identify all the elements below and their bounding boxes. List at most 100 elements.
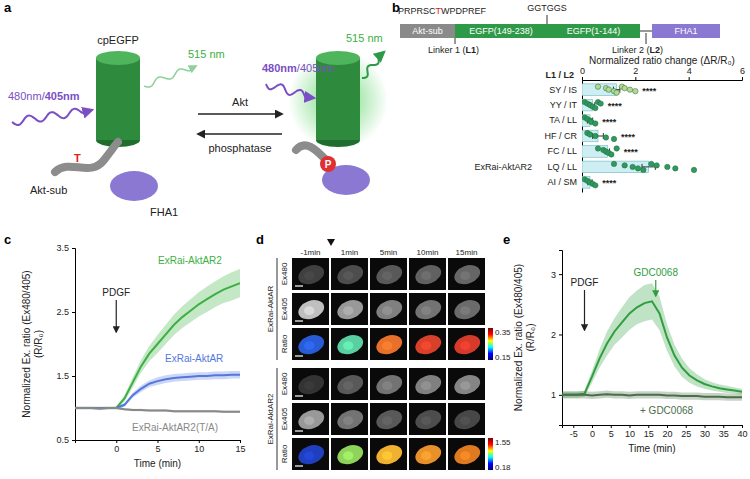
tick-label: 1.5 [56, 371, 69, 381]
axis-title: Time (min) [628, 443, 675, 454]
annotation: GDC0068 [634, 267, 679, 278]
tick-label: FC / LL [547, 146, 577, 156]
error-band [75, 407, 240, 413]
channel-label: Ratio [280, 444, 289, 463]
annotation: PDGF [571, 277, 599, 288]
tick: 5 [609, 425, 614, 439]
axis-title: Normalized Ex. ratio (Ex480/405) [21, 270, 32, 417]
tick-mark [648, 425, 649, 428]
error-bar [593, 133, 604, 139]
tick-label: 25 [681, 429, 691, 439]
tick-mark [158, 440, 159, 443]
tick-label: 5 [609, 429, 614, 439]
data-point [673, 166, 678, 171]
tick-label: 6 [740, 66, 745, 76]
tick-label: YY / IT [550, 100, 578, 110]
image-cell [331, 328, 368, 360]
akt-substrate [55, 142, 118, 172]
label-part: 405nm [45, 90, 80, 102]
significance: **** [642, 86, 657, 96]
tick-mark [686, 425, 687, 428]
domain-box [547, 24, 640, 38]
tick: 15 [235, 440, 245, 454]
domain-label: Akt-sub [412, 26, 443, 36]
tick-mark [742, 77, 743, 80]
image-cell [292, 368, 329, 400]
domain-label: FHA1 [674, 26, 697, 36]
label: phosphatase [209, 142, 272, 154]
image-cell [448, 368, 485, 400]
label: 480nm/405nm [262, 62, 334, 74]
plot-area [582, 84, 697, 188]
image-cell [331, 368, 368, 400]
annotation: PDGF [102, 287, 130, 298]
tick-mark [72, 376, 75, 377]
domain-box [455, 24, 547, 38]
emission-wave [362, 52, 384, 78]
label: Akt-sub [30, 184, 67, 196]
tick-mark [240, 440, 241, 443]
colorbar [488, 438, 493, 470]
image-cell [370, 328, 407, 360]
label: Normalized ratio change (ΔR/R₀) [589, 55, 735, 66]
tick-label: 15 [644, 429, 654, 439]
y-axis: 1 2 3 [551, 251, 563, 426]
y-axis: SY / ISYY / ITTA / LLHF / CRFC / LLLQ / … [545, 81, 583, 193]
label: PRPRSCTWPDPREF [398, 6, 487, 16]
tick: 2 [551, 330, 562, 340]
colorbar-label: 0.15 [495, 353, 511, 362]
data-point [622, 85, 627, 90]
bar [582, 84, 617, 96]
tick-label: 35 [719, 429, 729, 439]
group-label: ExRai-AktAR2 [266, 393, 275, 445]
image-cell [409, 368, 446, 400]
tick-label: 2.5 [56, 307, 69, 317]
tick-mark [611, 425, 612, 428]
axis-line [72, 249, 76, 441]
pointer [547, 15, 548, 24]
data-point [609, 152, 614, 157]
label-part: L2 [650, 45, 661, 55]
label: L1 / L2 [545, 70, 574, 80]
tick-label: 5 [155, 444, 160, 454]
tick-mark [630, 425, 631, 428]
tick-mark [559, 274, 562, 275]
tick: LQ / LL [547, 162, 577, 172]
tick-label: 3 [551, 270, 556, 280]
reaction-arrow [198, 133, 282, 135]
time-label: 15min [456, 248, 478, 257]
time-label: 1min [341, 248, 358, 257]
series-line [75, 375, 240, 408]
tick: FC / LL [547, 146, 577, 156]
axis-line [559, 251, 563, 426]
tick-mark [667, 425, 668, 428]
tick-label: 20 [662, 429, 672, 439]
tick: 40 [737, 425, 747, 439]
label: cpEGFP [97, 34, 139, 46]
tick: HF / CR [545, 131, 578, 141]
x-axis: 051015 [76, 440, 246, 454]
image-cell [292, 328, 329, 360]
label-part: /405nm [297, 62, 334, 74]
annotation-arrow [116, 300, 117, 332]
tick-mark [573, 425, 574, 428]
x-axis: -50510152025303540 [563, 425, 748, 439]
data-point [614, 146, 619, 151]
image-cell [448, 258, 485, 290]
tick-mark [582, 77, 583, 80]
panel-c: 0510150.51.52.53.5Time (min)Normalized E… [21, 243, 246, 469]
error-band [75, 371, 240, 409]
image-cell [448, 438, 485, 470]
significance: **** [602, 178, 617, 188]
tick-mark [559, 395, 562, 396]
label-part: ) [660, 45, 663, 55]
tick: 25 [681, 425, 691, 439]
data-point [654, 163, 659, 168]
series-label: ExRai-AktAR2 [158, 255, 222, 266]
tick: 1 [551, 390, 562, 400]
image-cell [370, 438, 407, 470]
tick-mark [559, 334, 562, 335]
domain-box [400, 24, 455, 38]
image-cell [370, 293, 407, 325]
data-point [595, 146, 600, 151]
